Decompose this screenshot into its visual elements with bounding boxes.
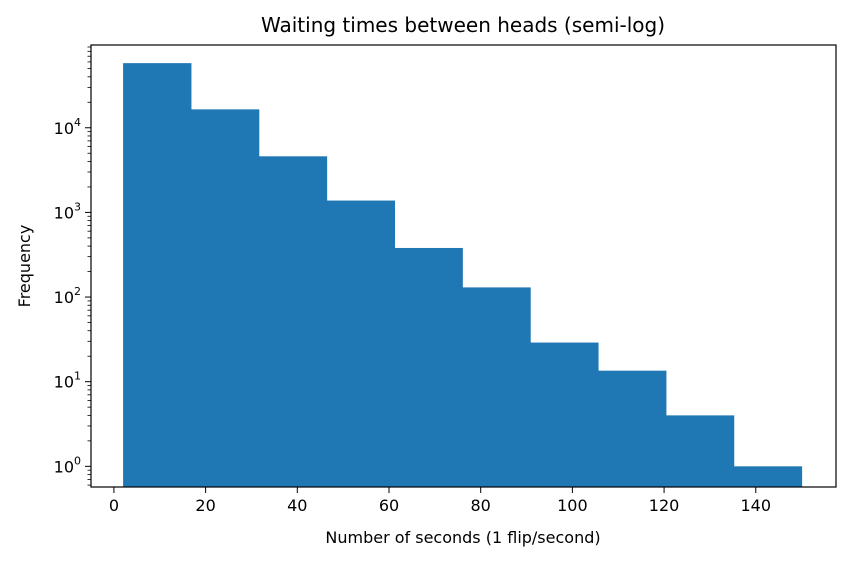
histogram-bar bbox=[394, 247, 463, 487]
histogram-bar bbox=[190, 109, 260, 488]
histogram-bar bbox=[326, 200, 396, 487]
x-axis-ticks: 0 20 40 60 80 100 120 140 bbox=[109, 487, 771, 515]
histogram-bar bbox=[462, 287, 531, 487]
y-tick-label: 103 bbox=[54, 200, 81, 222]
y-tick-label: 102 bbox=[54, 285, 81, 307]
histogram-bar bbox=[530, 342, 599, 487]
x-tick-label: 120 bbox=[649, 496, 680, 515]
x-axis-label: Number of seconds (1 flip/second) bbox=[325, 528, 600, 547]
y-tick-label: 101 bbox=[54, 370, 81, 392]
x-tick-label: 100 bbox=[557, 496, 588, 515]
y-tick-label: 100 bbox=[54, 454, 81, 476]
y-axis-ticks: 100 101 102 103 104 bbox=[54, 46, 91, 486]
x-tick-label: 140 bbox=[740, 496, 771, 515]
plot-frame bbox=[90, 44, 837, 488]
bars-group bbox=[123, 63, 803, 488]
x-tick-label: 0 bbox=[109, 496, 119, 515]
x-tick-label: 80 bbox=[471, 496, 491, 515]
histogram-bar bbox=[123, 63, 192, 487]
histogram-bar bbox=[258, 156, 328, 487]
histogram-bar bbox=[598, 370, 667, 487]
chart-title: Waiting times between heads (semi-log) bbox=[261, 13, 665, 37]
x-tick-label: 20 bbox=[195, 496, 215, 515]
x-tick-label: 60 bbox=[379, 496, 399, 515]
histogram-bar bbox=[733, 466, 803, 487]
histogram-bar bbox=[665, 415, 735, 487]
x-tick-label: 40 bbox=[287, 496, 307, 515]
y-tick-label: 104 bbox=[54, 116, 81, 138]
y-axis-label: Frequency bbox=[15, 225, 34, 308]
